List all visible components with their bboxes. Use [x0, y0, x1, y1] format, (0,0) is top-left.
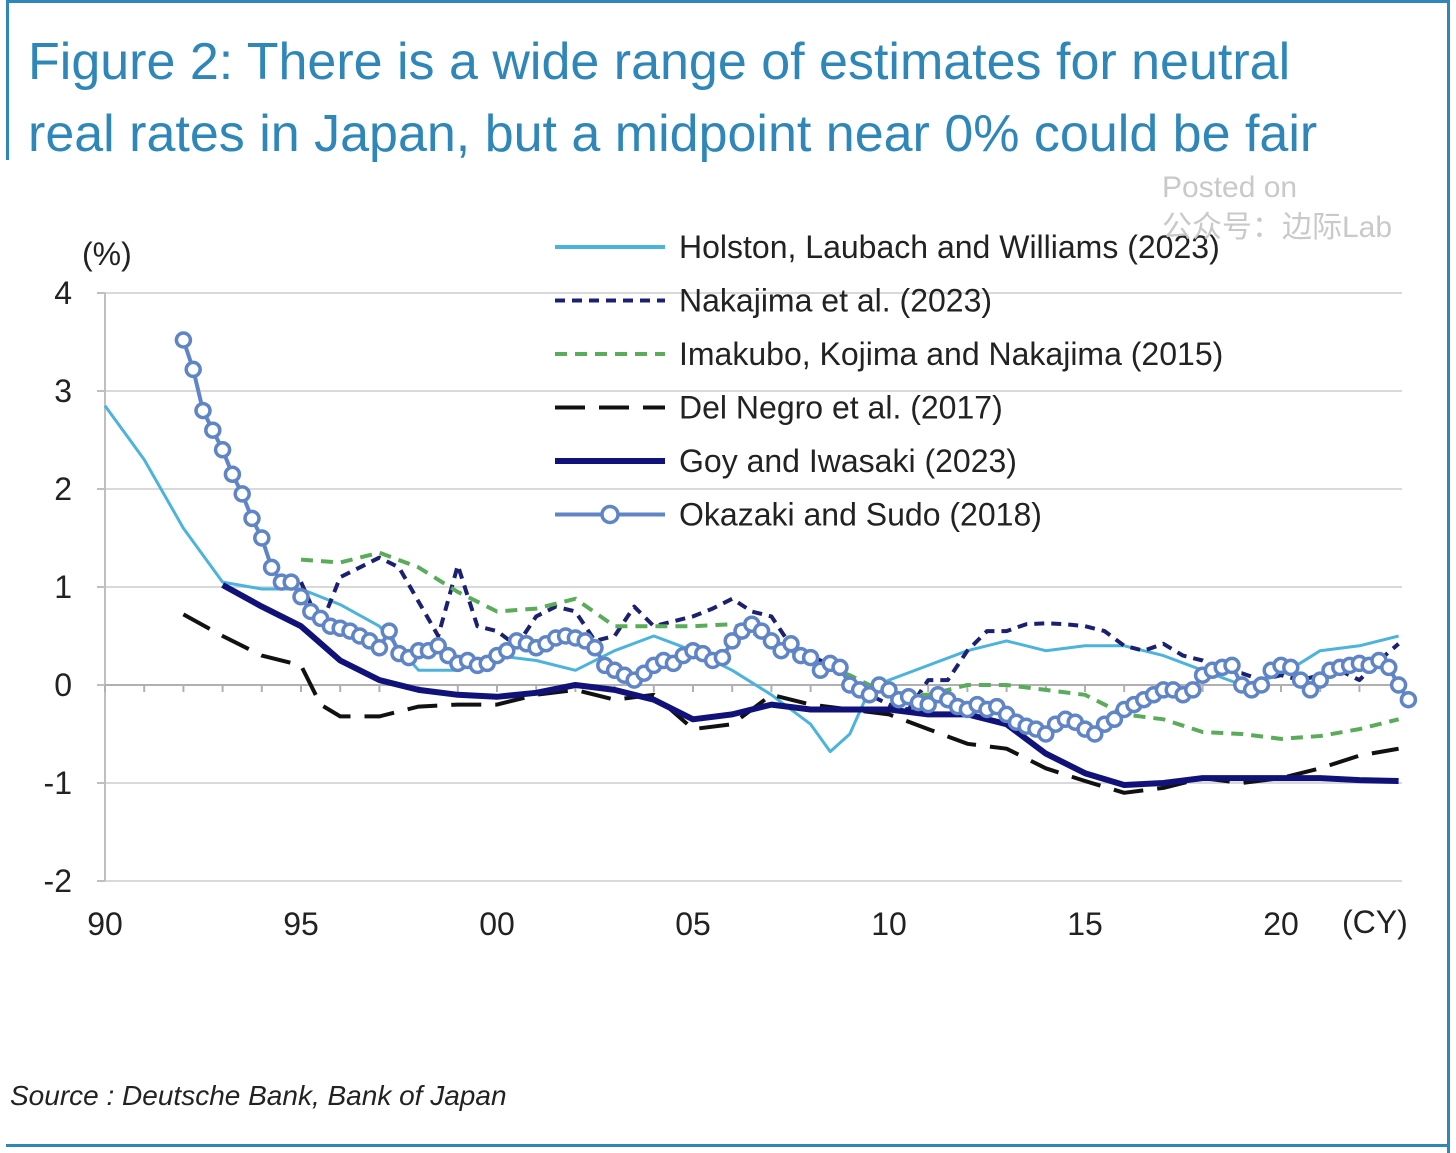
series-marker [586, 639, 604, 657]
series-marker [223, 465, 242, 484]
watermark-line-1: Posted on [1162, 171, 1298, 204]
legend-label-5: Goy and Iwasaki (2023) [679, 443, 1017, 479]
series-marker [292, 588, 310, 606]
frame-bottom-border [6, 1144, 1450, 1147]
series-marker [1184, 681, 1202, 699]
series-marker [174, 331, 193, 349]
frame-left-border [6, 0, 9, 160]
x-tick-label: 05 [675, 906, 711, 942]
y-tick-label: 1 [54, 569, 72, 605]
series-marker [1037, 725, 1055, 743]
series-marker [498, 641, 516, 660]
frame-top-border [6, 0, 1450, 3]
y-axis-unit-label: (%) [82, 236, 132, 272]
x-tick-label: 10 [871, 906, 907, 942]
x-tick-label: 20 [1263, 906, 1299, 942]
series-marker [723, 632, 741, 650]
legend-label-6: Okazaki and Sudo (2018) [679, 497, 1042, 533]
x-tick-label: 15 [1067, 906, 1103, 942]
watermark: Posted on 公众号：边际Lab [1162, 168, 1392, 248]
series-marker [1389, 676, 1408, 694]
watermark-line-2: 公众号：边际Lab [1162, 211, 1393, 244]
series-marker [782, 635, 800, 653]
series-marker [801, 648, 820, 667]
series-marker [194, 401, 212, 420]
series-marker [713, 648, 732, 667]
series-marker [243, 509, 261, 528]
y-tick-label: 4 [54, 275, 72, 311]
y-tick-label: 0 [54, 667, 72, 703]
series-marker [1399, 690, 1418, 709]
series-marker [370, 639, 389, 657]
x-tick-label: 95 [283, 906, 319, 942]
series-marker [380, 622, 398, 640]
series-marker [1301, 681, 1320, 699]
frame-right-border [1447, 0, 1450, 1153]
series-marker [1291, 671, 1310, 689]
series-marker [860, 686, 879, 704]
series-marker [752, 622, 771, 640]
figure-title-line-2: real rates in Japan, but a midpoint near… [28, 105, 1318, 163]
y-tick-label: -2 [44, 863, 72, 899]
series-lines [103, 331, 1418, 795]
series-marker [233, 485, 251, 503]
source-note: Source : Deutsche Bank, Bank of Japan [10, 1080, 507, 1111]
series-marker [1380, 658, 1398, 677]
series-marker [831, 658, 849, 677]
series-marker [429, 637, 447, 655]
legend-label-3: Imakubo, Kojima and Nakajima (2015) [679, 336, 1223, 372]
series-marker [282, 573, 300, 591]
series-marker [204, 421, 222, 439]
series-marker [253, 529, 271, 547]
y-tick-label: -1 [44, 765, 72, 801]
series-marker [880, 681, 898, 699]
series-marker [262, 558, 281, 577]
series-marker [1311, 671, 1329, 689]
grid-lines [105, 292, 1402, 882]
series-marker [1223, 656, 1241, 675]
series-marker [184, 360, 202, 379]
series-marker [1105, 710, 1124, 729]
series-marker [213, 441, 232, 459]
y-tick-label: 2 [54, 471, 72, 507]
series-marker [1282, 658, 1300, 677]
legend: Holston, Laubach and Williams (2023) Naka… [555, 229, 1223, 533]
x-tick-label: 00 [479, 906, 515, 942]
series-line-5 [221, 582, 1399, 788]
series-marker [1086, 725, 1104, 743]
legend-label-4: Del Negro et al. (2017) [679, 390, 1003, 426]
series-marker [919, 695, 937, 714]
series-marker [1252, 676, 1271, 694]
x-axis-unit-label: (CY) [1342, 904, 1408, 940]
x-tick-label: 90 [87, 906, 123, 942]
legend-marker [600, 504, 620, 525]
figure-title-line-1: Figure 2: There is a wide range of estim… [28, 33, 1291, 91]
series-marker [762, 632, 781, 650]
figure-title: Figure 2: There is a wide range of estim… [28, 26, 1428, 170]
legend-label-1: Holston, Laubach and Williams (2023) [679, 229, 1220, 265]
y-tick-label: 3 [54, 373, 72, 409]
legend-label-2: Nakajima et al. (2023) [679, 283, 992, 319]
